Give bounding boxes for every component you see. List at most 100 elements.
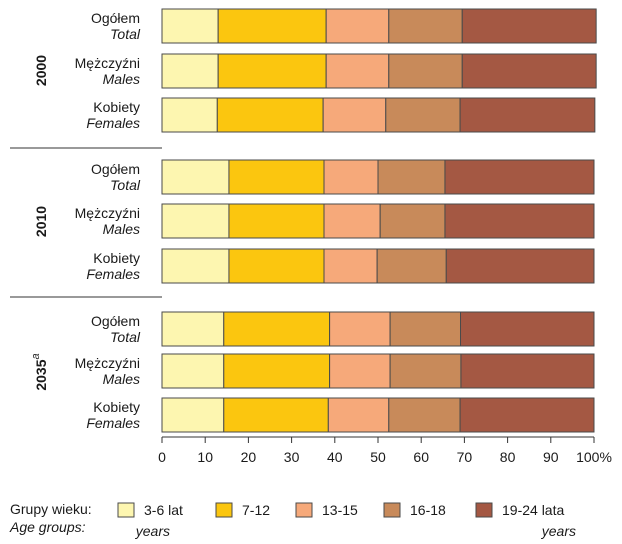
bar-segment bbox=[216, 97, 324, 133]
bar-segment bbox=[217, 53, 327, 89]
bars-layer bbox=[161, 8, 597, 433]
bar-segment bbox=[223, 311, 331, 347]
bar-segment bbox=[161, 248, 230, 284]
bar-segment bbox=[161, 353, 225, 389]
bar-segment bbox=[461, 8, 597, 44]
x-tick-label: 70 bbox=[457, 449, 473, 465]
row-labels: OgółemTotalMężczyźniMalesKobietyFemales2… bbox=[10, 10, 162, 431]
bar-segment bbox=[161, 53, 219, 89]
row-label-pl: Kobiety bbox=[93, 399, 140, 415]
group-year-superscript: a bbox=[30, 353, 42, 359]
bar-segment bbox=[388, 8, 463, 44]
legend-title-en: Age groups: bbox=[9, 519, 86, 535]
x-tick-label: 80 bbox=[500, 449, 516, 465]
bar-segment bbox=[461, 53, 597, 89]
row-label-en: Females bbox=[86, 115, 140, 131]
bar-segment bbox=[460, 311, 595, 347]
bar-segment bbox=[388, 53, 463, 89]
group-year-label: 2010 bbox=[33, 206, 49, 237]
row-label-en: Total bbox=[110, 26, 141, 42]
x-tick-label: 0 bbox=[158, 449, 166, 465]
bar-segment bbox=[325, 53, 390, 89]
x-tick-label: 20 bbox=[241, 449, 257, 465]
row-label-en: Total bbox=[110, 329, 141, 345]
bar-segment bbox=[323, 248, 378, 284]
group-year-value: 2010 bbox=[33, 206, 49, 237]
row-label-en: Females bbox=[86, 415, 140, 431]
bar-segment bbox=[389, 353, 462, 389]
x-tick-label: 100% bbox=[576, 449, 612, 465]
bar-segment bbox=[329, 311, 391, 347]
bar-segment bbox=[161, 97, 218, 133]
bar-segment bbox=[161, 159, 230, 195]
bar-segment bbox=[323, 203, 381, 239]
legend-label-en: years bbox=[541, 523, 576, 539]
legend-label: 7-12 bbox=[242, 502, 270, 518]
bar-segment bbox=[377, 159, 446, 195]
x-tick-label: 30 bbox=[284, 449, 300, 465]
row-label-pl: Mężczyźni bbox=[75, 355, 140, 371]
x-tick-label: 50 bbox=[370, 449, 386, 465]
legend-label-en: years bbox=[135, 523, 170, 539]
row-label-en: Males bbox=[103, 71, 140, 87]
bar-segment bbox=[459, 397, 595, 433]
legend-title-pl: Grupy wieku: bbox=[10, 501, 92, 517]
group-year-label: 2000 bbox=[33, 55, 49, 86]
legend-swatch bbox=[117, 502, 135, 518]
row-label-pl: Ogółem bbox=[91, 313, 140, 329]
bar-segment bbox=[459, 97, 596, 133]
bar-segment bbox=[325, 8, 390, 44]
row-label-en: Males bbox=[103, 221, 140, 237]
legend-swatch bbox=[215, 502, 233, 518]
bar-segment bbox=[385, 97, 461, 133]
row-label-en: Females bbox=[86, 266, 140, 282]
bar-segment bbox=[460, 353, 595, 389]
bar-segment bbox=[327, 397, 390, 433]
row-label-pl: Mężczyźni bbox=[75, 55, 140, 71]
x-axis: 0 10 20 30 40 50 60 70 80 90 100% bbox=[158, 436, 612, 465]
row-label-en: Males bbox=[103, 371, 140, 387]
bar-segment bbox=[217, 8, 327, 44]
bar-segment bbox=[376, 248, 447, 284]
bar-segment bbox=[161, 397, 225, 433]
legend-label: 3-6 lat bbox=[144, 502, 183, 518]
row-label-pl: Kobiety bbox=[93, 99, 140, 115]
legend-swatch bbox=[295, 502, 313, 518]
bar-segment bbox=[389, 311, 462, 347]
bar-segment bbox=[445, 248, 595, 284]
bar-segment bbox=[379, 203, 446, 239]
legend: Grupy wieku: Age groups: 3-6 lat years 7-12 1… bbox=[9, 501, 576, 539]
x-tick-label: 10 bbox=[197, 449, 213, 465]
bar-segment bbox=[228, 203, 325, 239]
legend-label: 13-15 bbox=[322, 502, 358, 518]
bar-segment bbox=[322, 97, 387, 133]
row-label-pl: Ogółem bbox=[91, 10, 140, 26]
group-year-value: 2000 bbox=[33, 55, 49, 86]
x-tick-label: 60 bbox=[413, 449, 429, 465]
row-label-pl: Ogółem bbox=[91, 161, 140, 177]
group-year-label: 2035a bbox=[30, 353, 49, 390]
bar-segment bbox=[329, 353, 391, 389]
x-tick-label: 90 bbox=[543, 449, 559, 465]
legend-swatch bbox=[475, 502, 493, 518]
x-tick-label: 40 bbox=[327, 449, 343, 465]
bar-segment bbox=[161, 203, 230, 239]
row-label-pl: Kobiety bbox=[93, 250, 140, 266]
bar-segment bbox=[444, 159, 595, 195]
bar-segment bbox=[388, 397, 461, 433]
legend-label: 19-24 lata bbox=[502, 502, 564, 518]
group-year-value: 2035 bbox=[33, 359, 49, 390]
legend-label: 16-18 bbox=[410, 502, 446, 518]
legend-swatch bbox=[383, 502, 401, 518]
row-label-pl: Mężczyźni bbox=[75, 205, 140, 221]
bar-segment bbox=[161, 8, 219, 44]
bar-segment bbox=[161, 311, 225, 347]
bar-segment bbox=[228, 159, 325, 195]
bar-segment bbox=[223, 353, 331, 389]
bar-segment bbox=[444, 203, 595, 239]
bar-segment bbox=[323, 159, 379, 195]
bar-segment bbox=[223, 397, 329, 433]
row-label-en: Total bbox=[110, 177, 141, 193]
bar-segment bbox=[228, 248, 325, 284]
